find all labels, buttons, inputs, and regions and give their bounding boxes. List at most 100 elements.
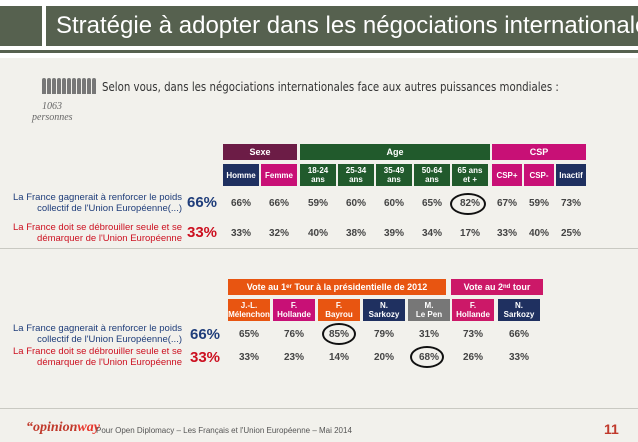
col-header-8: CSP- <box>524 164 554 186</box>
vote2-sup: nd <box>503 283 511 290</box>
group-header-csp: CSP <box>492 144 586 160</box>
highlight-circle <box>450 193 486 215</box>
t1-cell-r0-c7: 67% <box>496 198 517 209</box>
t1-cell-r0-c5: 65% <box>421 198 442 209</box>
row4-total: 33% <box>190 349 221 366</box>
t1-cell-r1-c2: 40% <box>307 228 328 239</box>
vote1-b: Tour à la présidentielle de 2012 <box>291 281 428 292</box>
t2-cell-r0-c0: 65% <box>238 329 259 340</box>
vote-col-header-5-b: Hollande <box>456 310 490 319</box>
vote-col-header-2-b: Bayrou <box>325 310 353 319</box>
vote-col-header-3-b: Sarkozy <box>368 310 400 319</box>
row2-label: La France doit se débrouiller seule et s… <box>0 222 182 244</box>
row1-label-line2: collectif de l'Union Européenne(...) <box>37 203 182 214</box>
logo-opinion: opinion <box>33 420 78 435</box>
survey-question: Selon vous, dans les négociations intern… <box>102 80 559 94</box>
t2-cell-r1-c5: 26% <box>462 352 483 363</box>
t1-cell-r1-c0: 33% <box>230 228 251 239</box>
vote-col-header-4-b: Le Pen <box>415 310 443 319</box>
vote-col-header-4-a: M. <box>424 301 434 310</box>
logo-quote: “ <box>26 420 33 435</box>
row3-label: La France gagnerait à renforcer le poids… <box>0 323 182 345</box>
col-header-9-a: Inactif <box>559 170 583 180</box>
group-header-vote1: Vote au 1 er Tour à la présidentielle de … <box>228 279 446 295</box>
t1-cell-r0-c0: 66% <box>230 198 251 209</box>
col-header-0: Homme <box>223 164 259 186</box>
t2-cell-r0-c5: 73% <box>462 329 483 340</box>
t2-cell-r0-c1: 76% <box>283 329 304 340</box>
col-header-1-a: Femme <box>264 170 293 180</box>
footer-divider <box>0 408 638 409</box>
col-header-5-b: ans <box>425 175 439 184</box>
t2-cell-r1-c3: 20% <box>373 352 394 363</box>
col-header-4: 35-49 ans <box>376 164 412 186</box>
col-header-0-a: Homme <box>226 170 256 180</box>
col-header-6: 65 ans et + <box>452 164 488 186</box>
vote1-a: Vote au 1 <box>246 281 287 292</box>
col-header-7-a: CSP+ <box>496 170 518 180</box>
t1-cell-r1-c5: 34% <box>421 228 442 239</box>
row3-label-line2: collectif de l'Union Européenne(...) <box>37 334 182 345</box>
vote-col-header-0: J.-L. Mélenchon <box>228 299 270 321</box>
vote-col-header-3: N. Sarkozy <box>363 299 405 321</box>
t1-cell-r0-c1: 66% <box>268 198 289 209</box>
row4-label: La France doit se débrouiller seule et s… <box>0 346 182 368</box>
row1-label: La France gagnerait à renforcer le poids… <box>0 192 182 214</box>
vote-col-header-2: F. Bayrou <box>318 299 360 321</box>
t2-cell-r1-c0: 33% <box>238 352 259 363</box>
col-header-5-a: 50-64 <box>421 166 443 175</box>
row3-total: 66% <box>190 326 221 343</box>
col-header-6-a: 65 ans <box>457 166 483 175</box>
t1-cell-r0-c3: 60% <box>345 198 366 209</box>
vote-col-header-5-a: F. <box>469 301 477 310</box>
vote-col-header-2-a: F. <box>335 301 343 310</box>
vote2-b: tour <box>510 281 531 292</box>
t1-cell-r0-c9: 73% <box>560 198 581 209</box>
t2-cell-r0-c3: 79% <box>373 329 394 340</box>
col-header-4-a: 35-49 <box>383 166 405 175</box>
row1-label-line1: La France gagnerait à renforcer le poids <box>13 192 182 203</box>
footer-text: Pour Open Diplomacy – Les Français et l'… <box>96 426 352 435</box>
people-icon <box>42 78 96 94</box>
row3-label-line1: La France gagnerait à renforcer le poids <box>13 323 182 334</box>
col-header-7: CSP+ <box>492 164 522 186</box>
vote-col-header-6: N. Sarkozy <box>498 299 540 321</box>
col-header-2-b: ans <box>311 175 325 184</box>
col-header-5: 50-64 ans <box>414 164 450 186</box>
t1-cell-r0-c4: 60% <box>383 198 404 209</box>
divider <box>0 248 638 249</box>
col-header-1: Femme <box>261 164 297 186</box>
t1-cell-r1-c8: 40% <box>528 228 549 239</box>
highlight-circle-lepen <box>410 346 444 368</box>
vote-col-header-1-a: F. <box>290 301 298 310</box>
sample-size: 1063 <box>42 101 62 112</box>
opinionway-logo: “opinionway <box>26 420 100 436</box>
vote2-a: Vote au 2 <box>463 281 503 292</box>
col-header-6-b: et + <box>462 175 477 184</box>
page-title: Stratégie à adopter dans les négociation… <box>56 12 638 39</box>
row2-total: 33% <box>187 224 218 241</box>
vote-col-header-3-a: N. <box>380 301 388 310</box>
col-header-8-a: CSP- <box>529 170 549 180</box>
title-underline <box>0 50 638 53</box>
page-number: 11 <box>604 421 619 437</box>
vote-col-header-6-a: N. <box>515 301 523 310</box>
sample-unit: personnes <box>32 112 73 123</box>
row4-label-line2: démarquer de l'Union Européenne <box>37 357 182 368</box>
row1-total: 66% <box>187 194 218 211</box>
t1-cell-r1-c1: 32% <box>268 228 289 239</box>
vote-col-header-6-b: Sarkozy <box>503 310 535 319</box>
t1-cell-r1-c6: 17% <box>459 228 480 239</box>
col-header-2: 18-24 ans <box>300 164 336 186</box>
title-band <box>46 6 638 46</box>
t1-cell-r1-c7: 33% <box>496 228 517 239</box>
t2-cell-r1-c2: 14% <box>328 352 349 363</box>
t1-cell-r1-c3: 38% <box>345 228 366 239</box>
vote-col-header-5: F. Hollande <box>452 299 494 321</box>
col-header-3-a: 25-34 <box>345 166 367 175</box>
t2-cell-r0-c4: 31% <box>418 329 439 340</box>
col-header-3-b: ans <box>349 175 363 184</box>
logo-way: way <box>77 420 100 435</box>
t2-cell-r1-c6: 33% <box>508 352 529 363</box>
